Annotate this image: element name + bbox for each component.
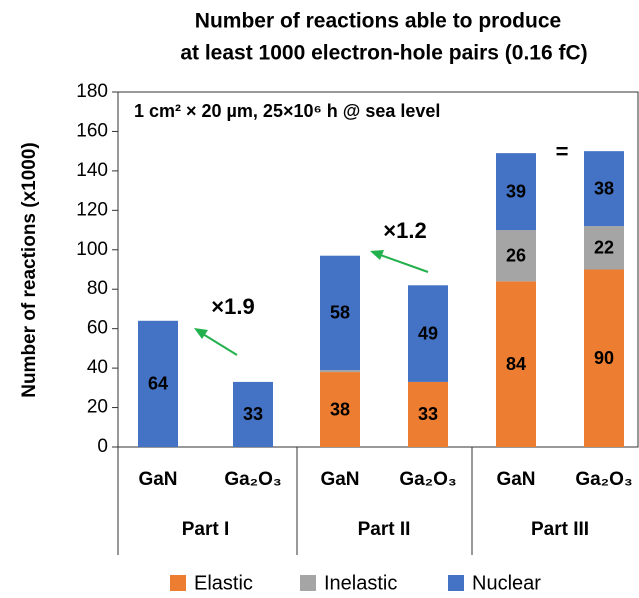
legend-swatch (448, 575, 464, 591)
legend-label: Inelastic (324, 572, 397, 594)
x-tick-label: GaN (496, 469, 535, 490)
y-tick-label: 60 (87, 318, 108, 339)
data-label: 64 (148, 374, 168, 394)
bar-segment (408, 381, 448, 447)
data-label: 58 (330, 303, 350, 323)
bar-segment (584, 151, 624, 227)
data-label: 38 (594, 178, 614, 198)
y-tick-label: 180 (76, 81, 108, 102)
y-tick-label: 40 (87, 357, 108, 378)
y-axis-label: Number of reactions (x1000) (19, 142, 40, 398)
data-label: 84 (506, 354, 526, 374)
group-label: Part III (531, 519, 589, 540)
group-label: Part I (182, 519, 230, 540)
bar-segment (233, 381, 273, 447)
data-label: 90 (594, 348, 614, 368)
x-tick-label: GaN (138, 469, 177, 490)
subtitle: 1 cm² × 20 µm, 25×10⁶ h @ sea level (134, 101, 440, 121)
bar-segment (408, 285, 448, 382)
chart-title: Number of reactions able to produce (195, 10, 561, 33)
bar-segment (584, 269, 624, 447)
data-label: 33 (418, 404, 438, 424)
legend-label: Elastic (194, 572, 253, 594)
y-tick-label: 0 (97, 436, 108, 457)
annotation: = (556, 139, 569, 164)
legend-swatch (170, 575, 186, 591)
legend-swatch (300, 575, 316, 591)
bar-segment (320, 370, 360, 373)
annotation: ×1.2 (383, 218, 426, 243)
bar-segment (584, 226, 624, 270)
x-tick-label: Ga₂O₃ (224, 469, 281, 490)
data-label: 38 (330, 399, 350, 419)
x-tick-label: Ga₂O₃ (399, 469, 456, 490)
legend-label: Nuclear (472, 572, 541, 594)
bar-segment (496, 230, 536, 282)
data-label: 22 (594, 238, 614, 258)
y-tick-label: 20 (87, 397, 108, 418)
bar-segment (320, 372, 360, 447)
y-tick-label: 100 (76, 239, 108, 260)
group-label: Part II (358, 519, 411, 540)
data-label: 49 (418, 323, 438, 343)
bar-segment (496, 281, 536, 447)
y-tick-label: 80 (87, 278, 108, 299)
bar-segment (320, 255, 360, 371)
y-tick-label: 140 (76, 160, 108, 181)
arrow-head (370, 250, 384, 260)
x-tick-label: GaN (320, 469, 359, 490)
x-tick-label: Ga₂O₃ (575, 469, 632, 490)
bar-segment (496, 153, 536, 231)
data-label: 33 (243, 404, 263, 424)
bar-segment (138, 320, 178, 447)
y-tick-label: 160 (76, 120, 108, 141)
data-label: 39 (506, 181, 526, 201)
arrow-head (194, 328, 208, 339)
plot-frame (117, 91, 639, 448)
y-tick-label: 120 (76, 199, 108, 220)
annotation: ×1.9 (211, 294, 254, 319)
arrow (374, 252, 429, 273)
data-label: 26 (506, 245, 526, 265)
chart-title: at least 1000 electron-hole pairs (0.16 … (180, 42, 587, 65)
